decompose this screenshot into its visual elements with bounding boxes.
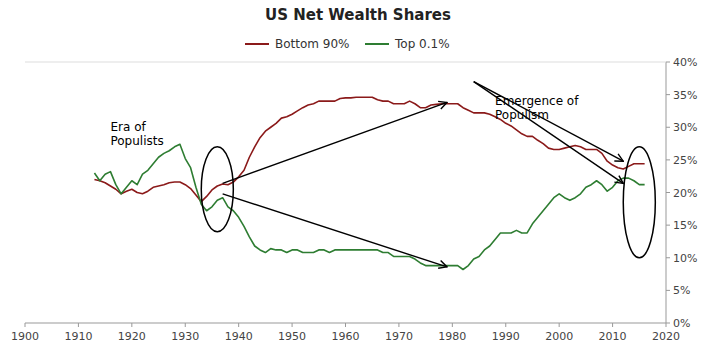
annotation: Emergence ofPopulism — [495, 94, 579, 122]
legend-label: Bottom 90% — [275, 37, 350, 51]
y-tick — [666, 290, 670, 291]
plot-area — [94, 82, 655, 270]
y-tick — [666, 257, 670, 258]
y-tick-label: 5% — [673, 284, 690, 297]
legend-label: Top 0.1% — [394, 37, 450, 51]
x-tick — [505, 323, 506, 327]
annotations: Era ofPopulists Emergence ofPopulism — [110, 94, 579, 148]
legend-swatch — [365, 43, 389, 45]
y-tick-label: 40% — [673, 56, 697, 69]
annotation-line: Populists — [110, 134, 163, 148]
x-tick-label: 1950 — [278, 330, 306, 343]
x-tick — [131, 323, 132, 327]
y-tick — [666, 323, 670, 324]
x-tick — [612, 323, 613, 327]
legend: Bottom 90% Top 0.1% — [245, 37, 450, 51]
x-tick — [559, 323, 560, 327]
x-tick-label: 1970 — [385, 330, 413, 343]
legend-swatch — [245, 43, 269, 45]
x-tick-label: 1940 — [225, 330, 253, 343]
ellipse — [201, 147, 233, 232]
y-tick-label: 15% — [673, 219, 697, 232]
x-tick — [78, 323, 79, 327]
annotation-line: Era of — [110, 120, 146, 134]
ellipse — [623, 147, 655, 258]
y-tick — [666, 192, 670, 193]
x-tick-label: 1990 — [492, 330, 520, 343]
arrow — [223, 102, 447, 183]
y-tick — [666, 225, 670, 226]
x-tick — [185, 323, 186, 327]
y-tick — [666, 62, 670, 63]
x-tick — [238, 323, 239, 327]
arrow — [474, 82, 624, 184]
x-tick — [452, 323, 453, 327]
x-tick — [292, 323, 293, 327]
y-tick-label: 10% — [673, 252, 697, 265]
arrow — [474, 82, 624, 162]
annotation-line: Populism — [495, 108, 549, 122]
x-tick-label: 2000 — [545, 330, 573, 343]
x-tick — [666, 323, 667, 327]
x-tick-label: 1910 — [64, 330, 92, 343]
x-tick — [398, 323, 399, 327]
x-tick-label: 1930 — [171, 330, 199, 343]
x-tick-label: 1900 — [11, 330, 39, 343]
x-tick — [345, 323, 346, 327]
y-tick — [666, 159, 670, 160]
y-tick — [666, 127, 670, 128]
x-tick — [25, 323, 26, 327]
y-tick — [666, 94, 670, 95]
annotation-line: Emergence of — [495, 94, 579, 108]
y-tick-label: 25% — [673, 154, 697, 167]
x-tick-label: 2020 — [652, 330, 680, 343]
series-line — [94, 144, 644, 269]
axes: 1900 1910 1920 1930 1940 1950 1960 1970 1980 1990… — [11, 56, 697, 343]
y-tick-label: 35% — [673, 89, 697, 102]
series-line — [94, 97, 644, 201]
x-tick-label: 1980 — [438, 330, 466, 343]
plot-top-border — [25, 62, 666, 63]
arrow — [223, 194, 447, 267]
annotation: Era ofPopulists — [110, 120, 163, 148]
x-tick-label: 1920 — [118, 330, 146, 343]
y-tick-label: 0% — [673, 317, 690, 330]
y-tick-label: 20% — [673, 187, 697, 200]
y-tick-label: 30% — [673, 121, 697, 134]
x-tick-label: 1960 — [332, 330, 360, 343]
chart: US Net Wealth Shares Bottom 90% Top 0.1% 19… — [0, 0, 716, 353]
x-tick-label: 2010 — [599, 330, 627, 343]
title: US Net Wealth Shares — [265, 6, 451, 24]
